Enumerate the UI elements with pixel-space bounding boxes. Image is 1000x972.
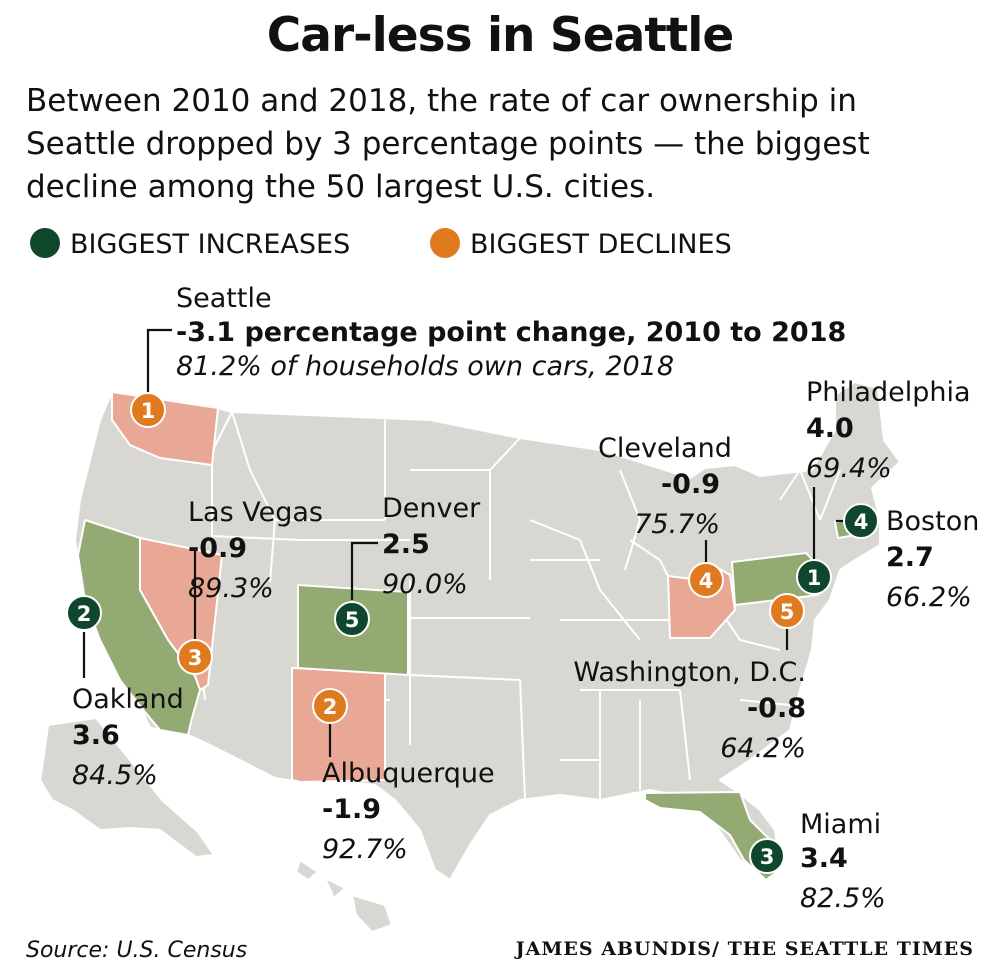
cleveland-pct: 75.7% bbox=[634, 509, 720, 540]
albuquerque-pct: 92.7% bbox=[322, 834, 408, 865]
miami-change: 3.4 bbox=[800, 843, 848, 874]
seattle-name: Seattle bbox=[176, 283, 272, 314]
cleveland-name: Cleveland bbox=[598, 433, 732, 464]
markers: 1 2 3 4 5 1 2 3 bbox=[66, 392, 879, 874]
legend-declines-label: BIGGEST DECLINES bbox=[470, 229, 732, 260]
philadelphia-name: Philadelphia bbox=[806, 377, 971, 408]
albuquerque-name: Albuquerque bbox=[322, 758, 495, 789]
marker-miami-rank: 3 bbox=[760, 845, 775, 869]
las-vegas-pct: 89.3% bbox=[188, 573, 274, 604]
boston-pct: 66.2% bbox=[886, 582, 972, 613]
hawaii bbox=[295, 859, 393, 933]
cleveland-change: -0.9 bbox=[660, 469, 720, 500]
seattle-pct: 81.2% of households own cars, 2018 bbox=[176, 351, 675, 382]
denver-name: Denver bbox=[382, 493, 481, 524]
oakland-name: Oakland bbox=[72, 684, 184, 715]
label-boston: Boston 2.7 66.2% bbox=[886, 505, 979, 615]
contiguous-us bbox=[74, 381, 901, 881]
miami-pct: 82.5% bbox=[800, 883, 886, 914]
map-land bbox=[39, 381, 901, 933]
legend-increases-label: BIGGEST INCREASES bbox=[70, 229, 351, 260]
seattle-change-line: -3.1 percentage point change, 2010 to 20… bbox=[176, 316, 846, 350]
denver-pct: 90.0% bbox=[382, 569, 468, 600]
marker-cleveland[interactable]: 4 bbox=[688, 562, 724, 598]
source-note: Source: U.S. Census bbox=[26, 938, 248, 963]
alaska bbox=[39, 717, 215, 858]
increase-swatch-icon bbox=[30, 228, 60, 258]
washington-dc-change: -0.8 bbox=[746, 693, 806, 724]
state-borders bbox=[129, 411, 841, 801]
marker-albuquerque[interactable]: 2 bbox=[312, 688, 348, 724]
marker-cleveland-rank: 4 bbox=[699, 569, 714, 593]
label-philadelphia: Philadelphia 4.0 69.4% bbox=[806, 376, 971, 486]
label-washington-dc: Washington, D.C. -0.8 64.2% bbox=[570, 656, 806, 766]
marker-philadelphia-rank: 1 bbox=[807, 566, 822, 590]
las-vegas-name: Las Vegas bbox=[188, 497, 323, 528]
marker-denver[interactable]: 5 bbox=[334, 601, 370, 637]
marker-miami[interactable]: 3 bbox=[749, 838, 785, 874]
label-las-vegas: Las Vegas -0.9 89.3% bbox=[188, 496, 323, 606]
leader-seattle bbox=[146, 328, 172, 395]
boston-change: 2.7 bbox=[886, 542, 934, 573]
seattle-change: -3.1 bbox=[176, 317, 236, 348]
miami-name: Miami bbox=[800, 809, 882, 840]
marker-oakland[interactable]: 2 bbox=[66, 595, 102, 631]
oakland-pct: 84.5% bbox=[72, 760, 158, 791]
albuquerque-change: -1.9 bbox=[322, 794, 382, 825]
label-miami: Miami 3.4 82.5% bbox=[800, 808, 886, 916]
marker-seattle[interactable]: 1 bbox=[130, 392, 166, 428]
las-vegas-change: -0.9 bbox=[188, 533, 248, 564]
marker-boston-rank: 4 bbox=[854, 510, 869, 534]
marker-boston[interactable]: 4 bbox=[843, 503, 879, 539]
decline-swatch-icon bbox=[430, 228, 460, 258]
legend-declines: BIGGEST DECLINES bbox=[430, 228, 732, 260]
marker-oakland-rank: 2 bbox=[77, 602, 92, 626]
marker-washington-dc[interactable]: 5 bbox=[769, 593, 805, 629]
state-florida bbox=[644, 791, 783, 881]
chart-subtitle: Between 2010 and 2018, the rate of car o… bbox=[26, 83, 870, 205]
seattle-change-suffix: percentage point change, 2010 to 2018 bbox=[235, 317, 847, 348]
marker-seattle-rank: 1 bbox=[141, 399, 156, 423]
label-seattle: Seattle -3.1 percentage point change, 20… bbox=[176, 282, 846, 384]
marker-washington-dc-rank: 5 bbox=[780, 600, 795, 624]
marker-denver-rank: 5 bbox=[345, 608, 360, 632]
marker-las-vegas-rank: 3 bbox=[188, 646, 203, 670]
washington-dc-pct: 64.2% bbox=[720, 733, 806, 764]
leader-lines bbox=[82, 328, 851, 757]
label-albuquerque: Albuquerque -1.9 92.7% bbox=[322, 757, 495, 867]
oakland-change: 3.6 bbox=[72, 720, 120, 751]
chart-title: Car-less in Seattle bbox=[266, 8, 735, 63]
philadelphia-change: 4.0 bbox=[806, 413, 854, 444]
washington-dc-name: Washington, D.C. bbox=[573, 657, 806, 688]
marker-las-vegas[interactable]: 3 bbox=[177, 639, 213, 675]
leader-denver bbox=[350, 541, 378, 600]
label-cleveland: Cleveland -0.9 75.7% bbox=[598, 432, 732, 542]
denver-change: 2.5 bbox=[382, 529, 430, 560]
philadelphia-pct: 69.4% bbox=[806, 453, 892, 484]
legend-increases: BIGGEST INCREASES bbox=[30, 228, 350, 260]
marker-albuquerque-rank: 2 bbox=[323, 695, 338, 719]
boston-name: Boston bbox=[886, 506, 980, 537]
label-denver: Denver 2.5 90.0% bbox=[382, 492, 480, 602]
credit-line: JAMES ABUNDIS/ THE SEATTLE TIMES bbox=[515, 938, 974, 960]
marker-philadelphia[interactable]: 1 bbox=[796, 559, 832, 595]
label-oakland: Oakland 3.6 84.5% bbox=[72, 683, 184, 793]
